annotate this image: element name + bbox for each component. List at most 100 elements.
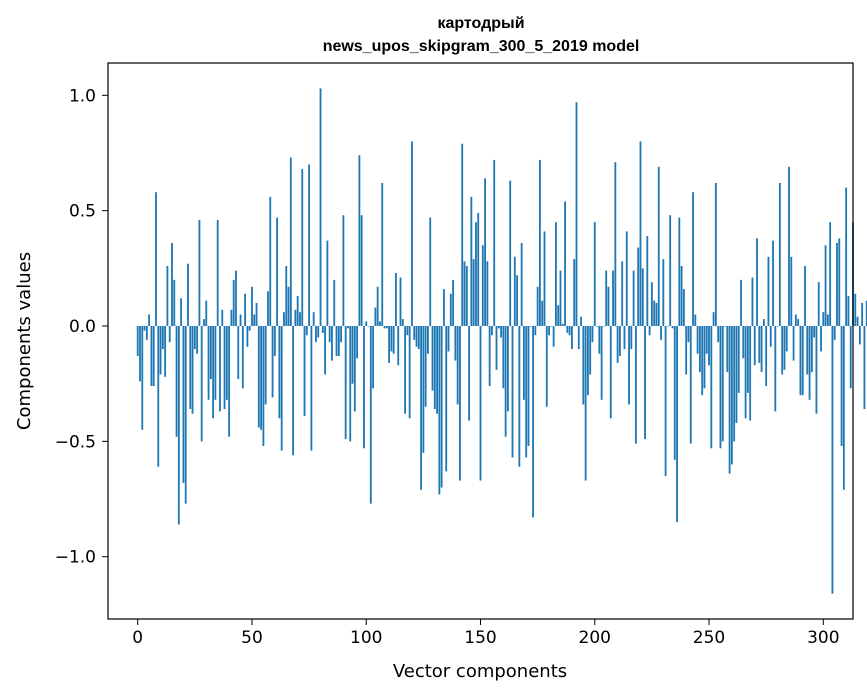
bar (468, 326, 470, 421)
bar (708, 326, 710, 366)
bar (705, 326, 708, 354)
bar (756, 238, 758, 327)
bar (365, 321, 368, 326)
bar (662, 259, 665, 326)
bar (507, 326, 509, 412)
bar (182, 326, 185, 483)
bar (253, 314, 256, 327)
bar (198, 219, 201, 326)
bar (778, 182, 781, 327)
bar (280, 326, 283, 451)
bar (326, 240, 329, 326)
bar (591, 326, 594, 343)
bar (765, 326, 768, 386)
bar (413, 326, 416, 340)
bar (605, 270, 608, 326)
chart-title: картодрый (437, 15, 524, 32)
bar (168, 326, 171, 343)
bar (527, 326, 530, 446)
bar (383, 326, 386, 329)
bar (698, 326, 701, 373)
bar (714, 182, 717, 327)
bar (459, 326, 461, 481)
bar (799, 326, 802, 396)
bar (625, 231, 628, 326)
y-tick-label: 0.5 (69, 202, 96, 222)
bar (177, 326, 180, 525)
bar (415, 326, 418, 347)
bar (840, 326, 843, 446)
bar (678, 217, 681, 326)
bar (637, 247, 640, 326)
bar (753, 326, 756, 366)
bar (477, 212, 480, 327)
bar (673, 326, 676, 460)
bar (349, 326, 352, 442)
bar (774, 326, 777, 412)
bar (584, 326, 587, 481)
bar (575, 102, 578, 326)
bar (788, 166, 790, 327)
bar (228, 326, 231, 437)
bar (395, 272, 397, 326)
bar (321, 326, 324, 333)
bar (502, 326, 505, 389)
bar (813, 326, 816, 338)
bar (641, 268, 644, 327)
bar (644, 326, 646, 440)
bar (417, 326, 420, 350)
bar (555, 222, 557, 327)
bar (232, 279, 235, 326)
bar (164, 326, 167, 377)
bar (525, 326, 528, 458)
bar (863, 326, 866, 410)
bar (433, 326, 436, 410)
bar (175, 326, 178, 437)
bar (260, 326, 263, 430)
bar (733, 326, 736, 442)
bar (849, 326, 852, 389)
bar (319, 88, 322, 327)
bar (452, 279, 454, 326)
bar (479, 326, 482, 481)
bar (573, 259, 576, 326)
bar (488, 326, 491, 386)
bar (824, 245, 827, 327)
bar (223, 326, 226, 410)
bar (200, 326, 203, 442)
bar (596, 326, 598, 327)
bar (568, 326, 571, 336)
bar (401, 319, 404, 326)
bar (692, 192, 694, 327)
bar (424, 326, 427, 407)
bar (600, 326, 603, 400)
bar (171, 242, 173, 326)
bar (790, 256, 793, 326)
bar (650, 282, 653, 326)
bar (356, 326, 359, 359)
bar (166, 266, 169, 326)
bar (422, 326, 425, 453)
bar (374, 307, 377, 327)
bar (566, 326, 569, 333)
bar (449, 293, 452, 327)
bar (801, 326, 804, 396)
bar (347, 326, 349, 329)
y-tick-label: −1.0 (55, 548, 96, 568)
bar (628, 326, 630, 405)
bar (136, 326, 139, 356)
bar (388, 326, 390, 363)
bar (632, 270, 635, 326)
bar (495, 326, 498, 370)
bar (593, 222, 596, 327)
bar (564, 201, 566, 326)
bar (381, 182, 384, 327)
bar (758, 326, 761, 363)
bar (820, 326, 822, 352)
bar (429, 217, 432, 326)
bar (486, 261, 489, 327)
bar (207, 326, 210, 400)
bar (294, 309, 297, 326)
bar (406, 326, 409, 336)
bar (317, 326, 320, 338)
